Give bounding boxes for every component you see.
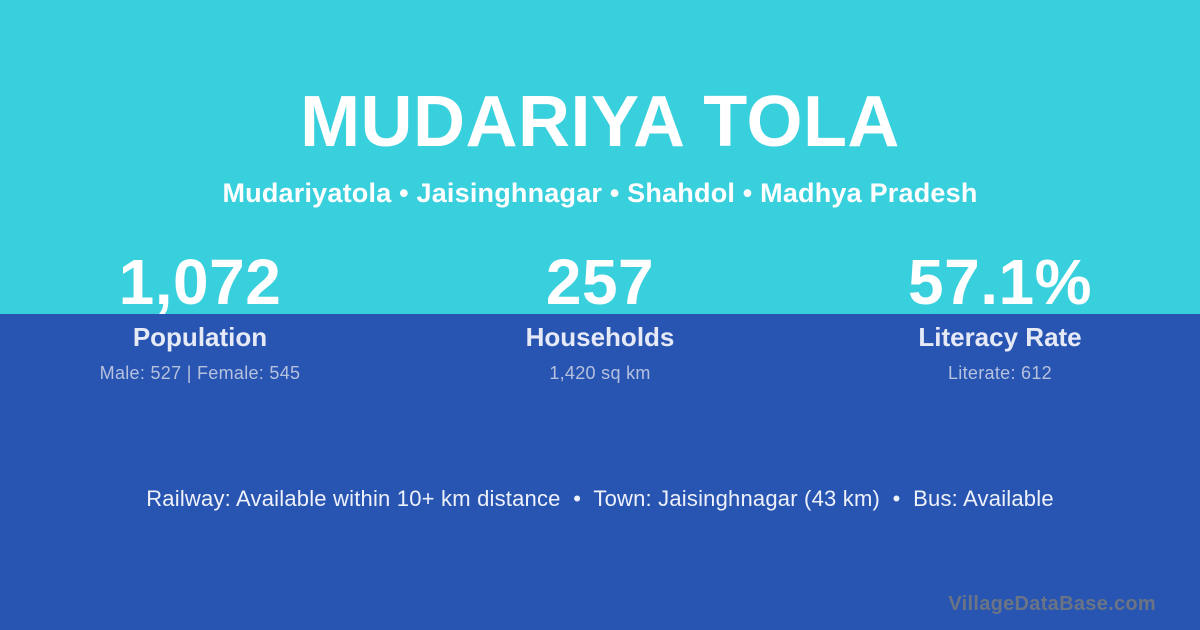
population-detail: Male: 527 | Female: 545 xyxy=(99,363,301,383)
stat-households: 257 Households 1,420 sq km xyxy=(400,250,800,384)
village-title: MUDARIYA TOLA xyxy=(300,82,900,162)
header: MUDARIYA TOLA Mudariyatola • Jaisinghnag… xyxy=(0,0,1200,209)
households-value: 257 xyxy=(545,246,655,318)
population-label: Population xyxy=(132,322,268,352)
stats-row: 1,072 Population Male: 527 | Female: 545… xyxy=(0,250,1200,384)
literacy-detail: Literate: 612 xyxy=(948,363,1052,383)
location-breadcrumb: Mudariyatola • Jaisinghnagar • Shahdol •… xyxy=(222,178,978,208)
transport-info: Railway: Available within 10+ km distanc… xyxy=(146,486,1054,511)
stat-literacy: 57.1% Literacy Rate Literate: 612 xyxy=(800,250,1200,384)
literacy-value: 57.1% xyxy=(908,246,1092,318)
households-label: Households xyxy=(525,322,675,352)
population-value: 1,072 xyxy=(118,246,282,318)
stat-population: 1,072 Population Male: 527 | Female: 545 xyxy=(0,250,400,384)
literacy-label: Literacy Rate xyxy=(918,322,1082,352)
site-watermark: VillageDataBase.com xyxy=(948,593,1156,615)
households-detail: 1,420 sq km xyxy=(549,363,651,383)
